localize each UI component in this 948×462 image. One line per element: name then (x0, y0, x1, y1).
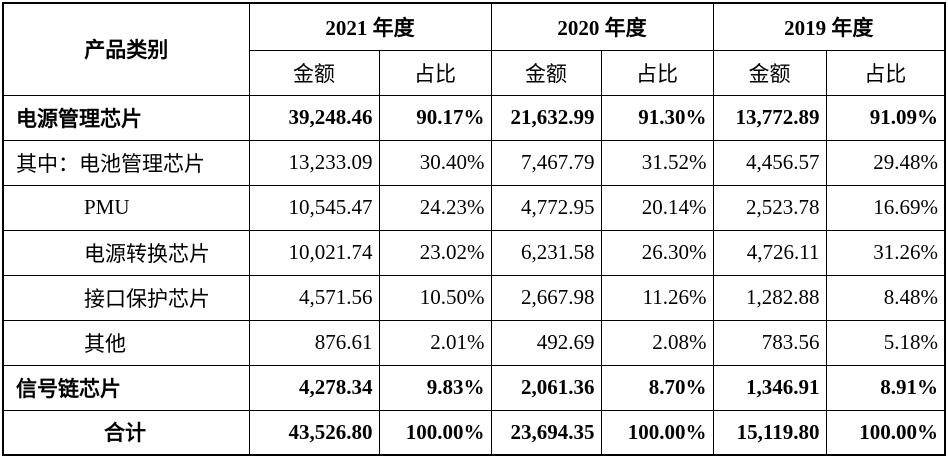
ratio-cell: 31.52% (600, 139, 714, 186)
amount-cell: 13,233.09 (248, 139, 380, 186)
amount-cell: 39,248.46 (248, 94, 380, 141)
ratio-cell: 30.40% (378, 139, 492, 186)
ratio-cell: 91.30% (600, 94, 714, 141)
row-label: 电源管理芯片 (2, 94, 250, 141)
ratio-cell: 29.48% (825, 139, 946, 186)
product-revenue-table: 产品类别 2021 年度 2020 年度 2019 年度 金额 占比 金额 占比… (2, 2, 946, 456)
header-year-2021: 2021 年度 (248, 2, 492, 51)
ratio-cell: 100.00% (378, 409, 492, 456)
ratio-cell: 90.17% (378, 94, 492, 141)
table-row: 合计 43,526.80 100.00% 23,694.35 100.00% 15,119… (2, 409, 946, 456)
ratio-cell: 23.02% (378, 229, 492, 276)
header-year-2019: 2019 年度 (712, 2, 946, 51)
ratio-cell: 16.69% (825, 184, 946, 231)
ratio-cell: 24.23% (378, 184, 492, 231)
amount-cell: 23,694.35 (490, 409, 602, 456)
header-ratio: 占比 (825, 49, 946, 96)
header-row-years: 产品类别 2021 年度 2020 年度 2019 年度 (2, 2, 946, 96)
header-category: 产品类别 (2, 2, 250, 96)
ratio-cell: 11.26% (600, 274, 714, 321)
amount-cell: 4,772.95 (490, 184, 602, 231)
row-label: 信号链芯片 (2, 364, 250, 411)
ratio-cell: 100.00% (600, 409, 714, 456)
amount-cell: 2,667.98 (490, 274, 602, 321)
ratio-cell: 91.09% (825, 94, 946, 141)
ratio-cell: 9.83% (378, 364, 492, 411)
row-label: PMU (2, 184, 250, 231)
row-label: 合计 (2, 409, 250, 456)
amount-cell: 2,523.78 (712, 184, 827, 231)
amount-cell: 21,632.99 (490, 94, 602, 141)
table-row: 接口保护芯片 4,571.56 10.50% 2,667.98 11.26% 1,282.… (2, 274, 946, 321)
table-row: 其他 876.61 2.01% 492.69 2.08% 783.56 5.18% (2, 319, 946, 366)
table-row: 电源转换芯片 10,021.74 23.02% 6,231.58 26.30% 4,726… (2, 229, 946, 276)
amount-cell: 43,526.80 (248, 409, 380, 456)
amount-cell: 2,061.36 (490, 364, 602, 411)
amount-cell: 4,456.57 (712, 139, 827, 186)
amount-cell: 4,571.56 (248, 274, 380, 321)
amount-cell: 492.69 (490, 319, 602, 366)
table-row: 信号链芯片 4,278.34 9.83% 2,061.36 8.70% 1,346.91 8… (2, 364, 946, 411)
ratio-cell: 31.26% (825, 229, 946, 276)
row-label: 接口保护芯片 (2, 274, 250, 321)
header-ratio: 占比 (600, 49, 714, 96)
header-amount: 金额 (712, 49, 827, 96)
row-label: 其他 (2, 319, 250, 366)
amount-cell: 783.56 (712, 319, 827, 366)
amount-cell: 15,119.80 (712, 409, 827, 456)
row-label: 电源转换芯片 (2, 229, 250, 276)
amount-cell: 7,467.79 (490, 139, 602, 186)
header-ratio: 占比 (378, 49, 492, 96)
ratio-cell: 2.01% (378, 319, 492, 366)
table-row: PMU 10,545.47 24.23% 4,772.95 20.14% 2,523.78… (2, 184, 946, 231)
amount-cell: 4,726.11 (712, 229, 827, 276)
amount-cell: 10,021.74 (248, 229, 380, 276)
amount-cell: 4,278.34 (248, 364, 380, 411)
ratio-cell: 20.14% (600, 184, 714, 231)
ratio-cell: 8.48% (825, 274, 946, 321)
table-row: 其中：电池管理芯片 13,233.09 30.40% 7,467.79 31.52% 4,… (2, 139, 946, 186)
header-amount: 金额 (248, 49, 380, 96)
row-label: 其中：电池管理芯片 (2, 139, 250, 186)
amount-cell: 876.61 (248, 319, 380, 366)
header-year-2020: 2020 年度 (490, 2, 714, 51)
ratio-cell: 8.70% (600, 364, 714, 411)
ratio-cell: 10.50% (378, 274, 492, 321)
amount-cell: 13,772.89 (712, 94, 827, 141)
amount-cell: 1,346.91 (712, 364, 827, 411)
amount-cell: 1,282.88 (712, 274, 827, 321)
amount-cell: 6,231.58 (490, 229, 602, 276)
header-amount: 金额 (490, 49, 602, 96)
ratio-cell: 26.30% (600, 229, 714, 276)
amount-cell: 10,545.47 (248, 184, 380, 231)
ratio-cell: 8.91% (825, 364, 946, 411)
ratio-cell: 100.00% (825, 409, 946, 456)
table-row: 电源管理芯片 39,248.46 90.17% 21,632.99 91.30% 13,7… (2, 94, 946, 141)
ratio-cell: 5.18% (825, 319, 946, 366)
ratio-cell: 2.08% (600, 319, 714, 366)
